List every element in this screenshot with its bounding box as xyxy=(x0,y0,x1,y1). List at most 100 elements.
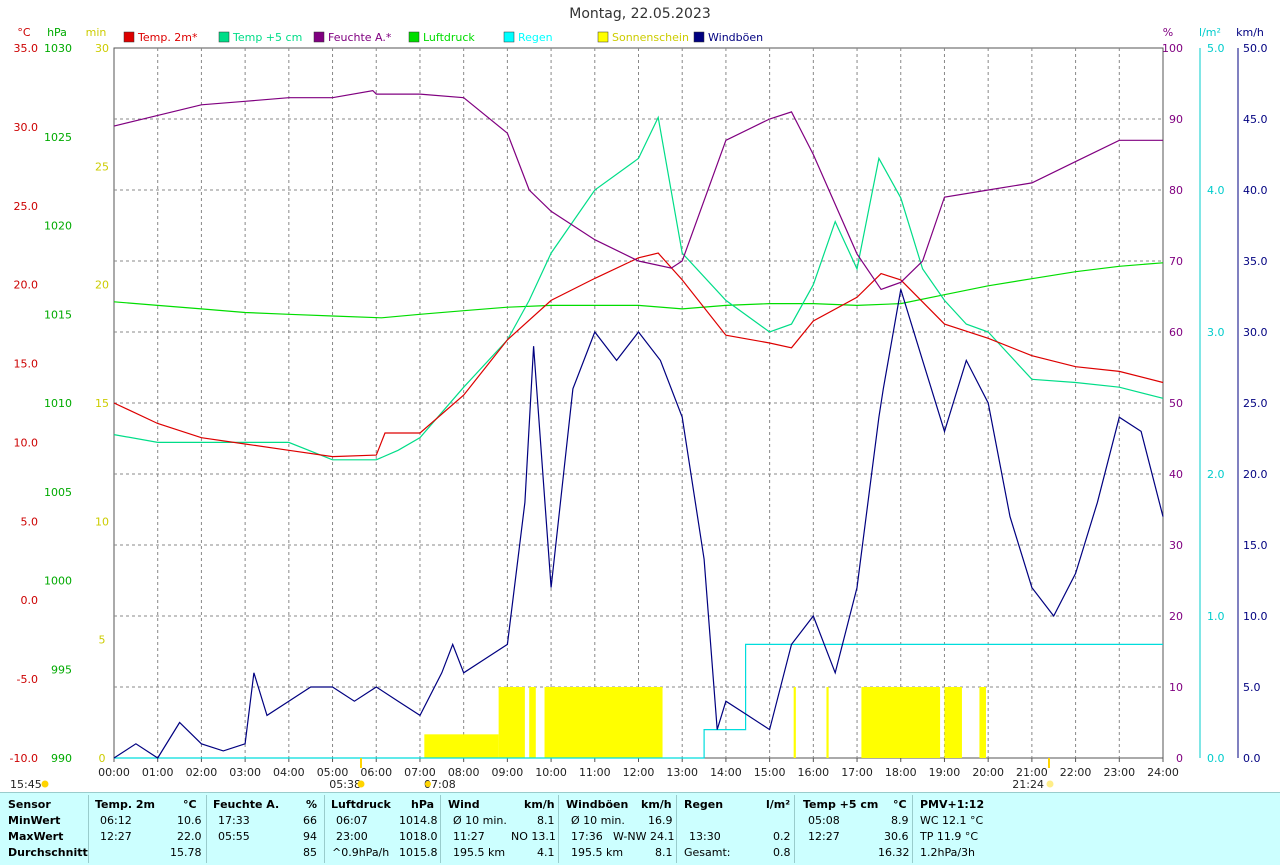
temp5-min-time: 05:08 xyxy=(808,814,840,827)
wind-tick-label: 20.0 xyxy=(1243,468,1268,481)
sunshine-bar xyxy=(861,687,941,758)
rain-max-time: 13:30 xyxy=(689,830,721,843)
sun-tick-label: 30 xyxy=(95,42,109,55)
legend-label: Feuchte A.* xyxy=(328,31,392,44)
sunshine-bar xyxy=(826,687,829,758)
unit-label-rain: l/m² xyxy=(1199,26,1221,39)
pressure-tick-label: 1025 xyxy=(44,131,72,144)
temp-tick-label: -10.0 xyxy=(10,752,38,765)
humidity-unit: % xyxy=(306,798,318,811)
time-tick-label: 22:00 xyxy=(1060,766,1092,779)
legend-swatch xyxy=(408,31,420,43)
time-tick-label: 17:00 xyxy=(841,766,873,779)
temp2m-min-time: 06:12 xyxy=(100,814,132,827)
time-tick-label: 01:00 xyxy=(142,766,174,779)
wind-unit: km/h xyxy=(524,798,555,811)
sunset-label: 21:24 xyxy=(1012,778,1044,791)
pressure-max-time: 23:00 xyxy=(336,830,368,843)
time-tick-label: 06:00 xyxy=(360,766,392,779)
wind-tick-label: 40.0 xyxy=(1243,184,1268,197)
humidity-header: Feuchte A. xyxy=(213,798,280,811)
sensor-header: Sensor xyxy=(8,798,51,811)
wind-avg: 4.1 xyxy=(537,846,555,859)
rain-tick-label: 3.0 xyxy=(1207,326,1225,339)
rain-header: Regen xyxy=(684,798,724,811)
temp2m-max-time: 12:27 xyxy=(100,830,132,843)
time-tick-label: 04:00 xyxy=(273,766,305,779)
humidity-tick-label: 90 xyxy=(1169,113,1183,126)
wind-tick-label: 35.0 xyxy=(1243,255,1268,268)
humidity-tick-label: 80 xyxy=(1169,184,1183,197)
weather-chart: 00:00 01:00 02:00 03:00 04:00 05:00 06:00 07:00… xyxy=(10,26,1268,791)
sunshine-bar xyxy=(979,687,986,758)
temp-tick-label: 0.0 xyxy=(21,594,39,607)
pressure-min: 1014.8 xyxy=(399,814,438,827)
sun-tick-label: 10 xyxy=(95,515,109,528)
pressure-tick-label: 1010 xyxy=(44,397,72,410)
humidity-tick-label: 60 xyxy=(1169,326,1183,339)
wind-max-time: 11:27 xyxy=(453,830,485,843)
pressure-avg: 1015.8 xyxy=(399,846,438,859)
left-time-label: 15:45 xyxy=(10,778,42,791)
gusts-unit: km/h xyxy=(641,798,672,811)
row-max-label: MaxWert xyxy=(8,830,64,843)
wind-tick-label: 25.0 xyxy=(1243,397,1268,410)
time-tick-label: 16:00 xyxy=(797,766,829,779)
wind-tick-label: 15.0 xyxy=(1243,539,1268,552)
legend-swatch xyxy=(503,31,515,43)
rain-tick-label: 0.0 xyxy=(1207,752,1225,765)
sunshine-bar xyxy=(424,734,499,758)
time-tick-label: 18:00 xyxy=(885,766,917,779)
time-tick-label: 03:00 xyxy=(229,766,261,779)
temp2m-header: Temp. 2m xyxy=(95,798,155,811)
series-line-regen xyxy=(114,643,1163,759)
humidity-avg: 85 xyxy=(303,846,317,859)
humidity-tick-label: 20 xyxy=(1169,610,1183,623)
rain-total: 0.8 xyxy=(773,846,791,859)
humidity-tick-label: 10 xyxy=(1169,681,1183,694)
humidity-min-time: 17:33 xyxy=(218,814,250,827)
legend-label: Temp. 2m* xyxy=(137,31,198,44)
humidity-tick-label: 30 xyxy=(1169,539,1183,552)
humidity-max-time: 05:55 xyxy=(218,830,250,843)
rain-tick-label: 4.0 xyxy=(1207,184,1225,197)
pressure-tick-label: 1005 xyxy=(44,486,72,499)
sun-tick-label: 20 xyxy=(95,279,109,292)
humidity-tick-label: 70 xyxy=(1169,255,1183,268)
wind-max-dir: NO 13.1 xyxy=(511,830,556,843)
series-line-temp2m xyxy=(113,252,1164,458)
temp-tick-label: 10.0 xyxy=(14,436,39,449)
temp5-max: 30.6 xyxy=(884,830,909,843)
legend-swatch xyxy=(123,31,135,43)
temp-tick-label: 35.0 xyxy=(14,42,39,55)
humidity-tick-label: 100 xyxy=(1162,42,1183,55)
time-tick-label: 00:00 xyxy=(98,766,130,779)
temp2m-avg: 15.78 xyxy=(170,846,202,859)
temp2m-min: 10.6 xyxy=(177,814,202,827)
humidity-max: 94 xyxy=(303,830,317,843)
pmv-trend: 1.2hPa/3h xyxy=(920,846,976,859)
unit-label-pressure: hPa xyxy=(47,26,67,39)
temp-tick-label: 30.0 xyxy=(14,121,39,134)
time-tick-label: 21:00 xyxy=(1016,766,1048,779)
time-tick-label: 09:00 xyxy=(492,766,524,779)
time-tick-label: 14:00 xyxy=(710,766,742,779)
pressure-tick-label: 995 xyxy=(51,663,72,676)
pressure-trend: ^0.9hPa/h xyxy=(332,846,390,859)
pressure-unit: hPa xyxy=(411,798,435,811)
legend-swatch xyxy=(693,31,705,43)
humidity-min: 66 xyxy=(303,814,317,827)
sunshine-bar xyxy=(944,687,962,758)
legend-label: Luftdruck xyxy=(423,31,475,44)
time-tick-label: 05:00 xyxy=(317,766,349,779)
wind-tick-label: 10.0 xyxy=(1243,610,1268,623)
pmv-tp: TP 11.9 °C xyxy=(920,830,979,843)
pressure-tick-label: 990 xyxy=(51,752,72,765)
summary-table: Sensor MinWert MaxWert Durchschnitt Temp… xyxy=(0,792,1280,865)
sunshine-bar xyxy=(529,687,536,758)
wind-tick-label: 30.0 xyxy=(1243,326,1268,339)
temp5-header: Temp +5 cm xyxy=(803,798,879,811)
temp-tick-label: 25.0 xyxy=(14,200,39,213)
pressure-max: 1018.0 xyxy=(399,830,438,843)
temp5-unit: °C xyxy=(893,798,907,811)
